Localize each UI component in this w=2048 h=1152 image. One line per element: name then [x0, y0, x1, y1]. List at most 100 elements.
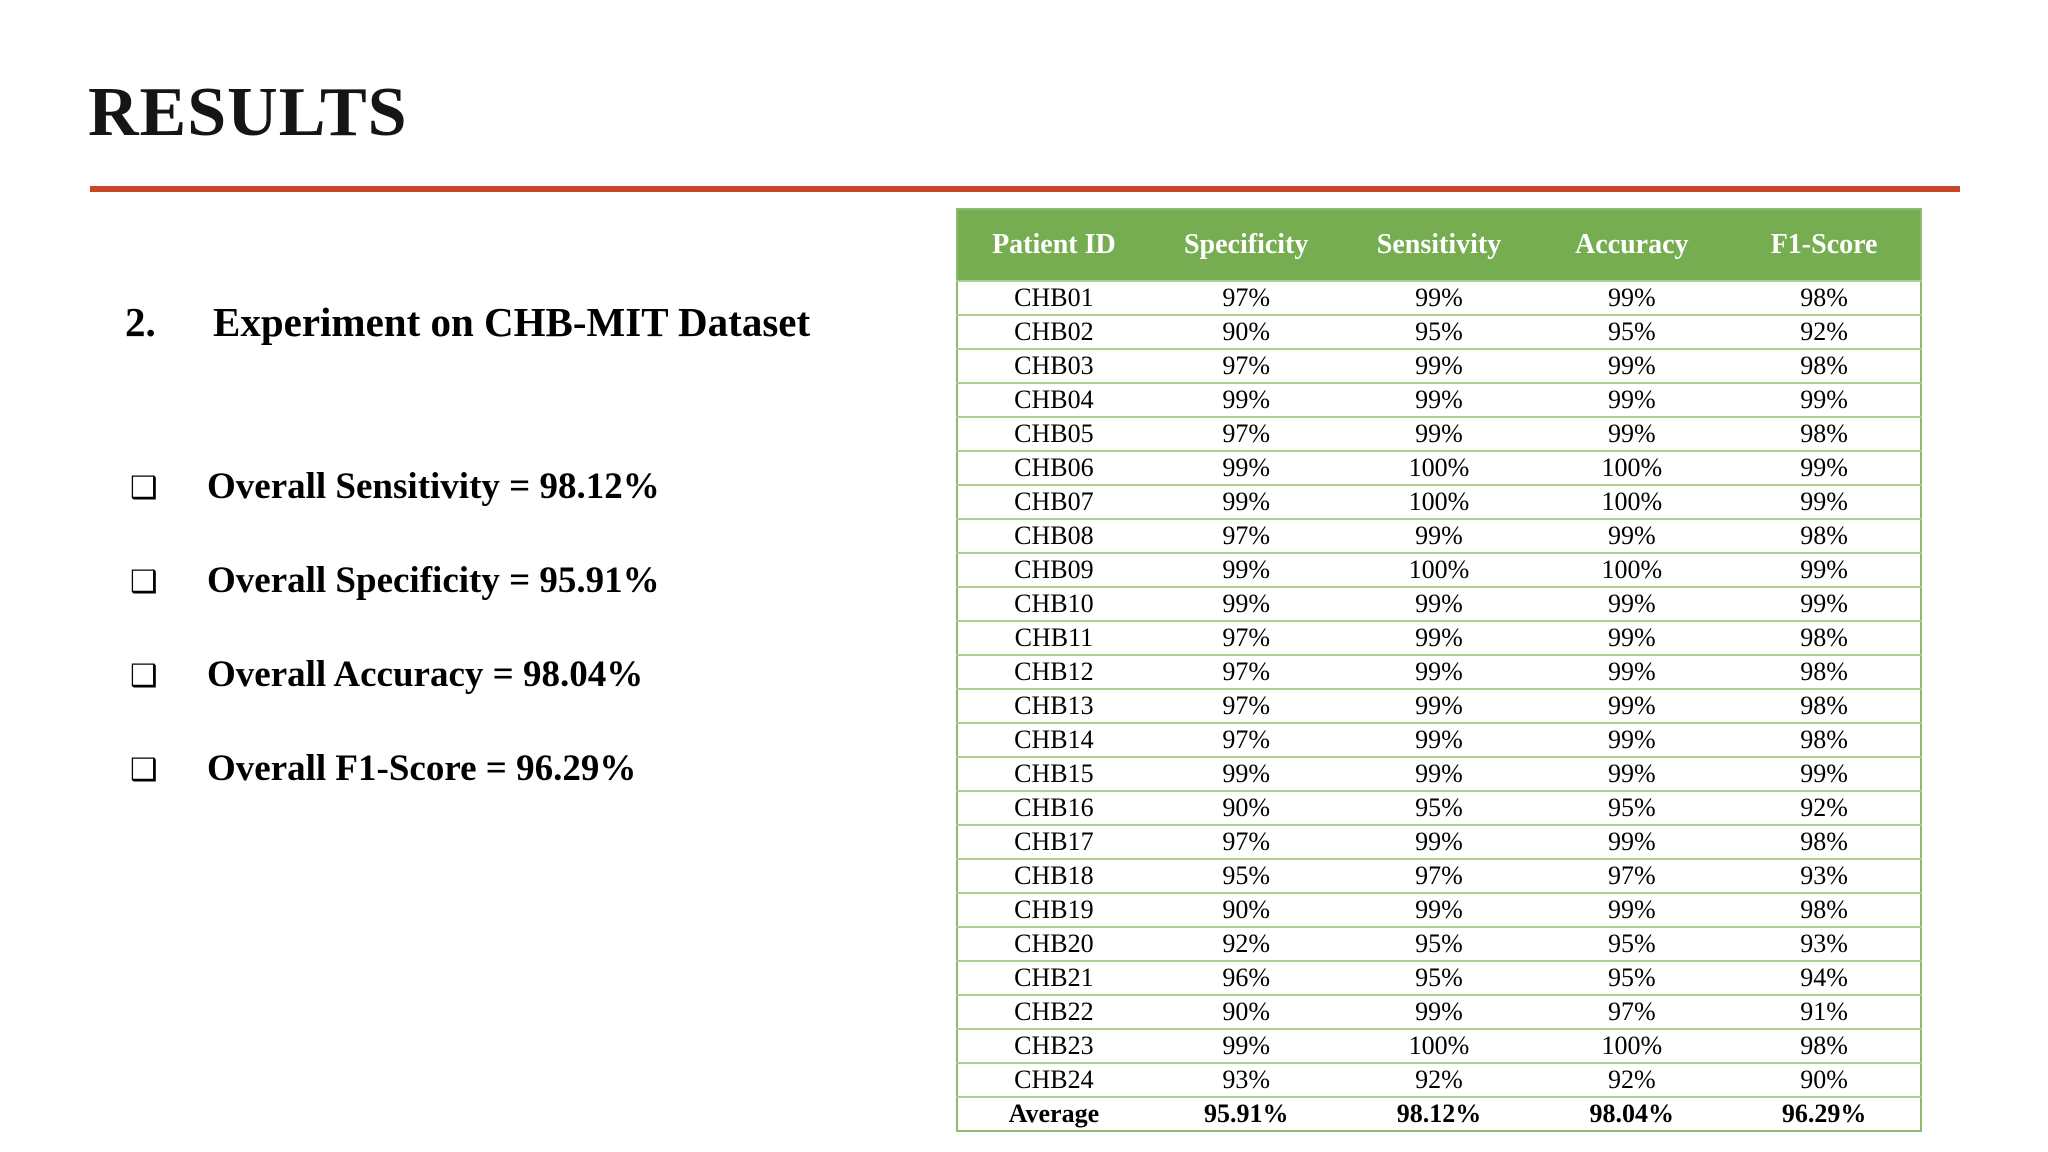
metric-value-cell: 99% — [1535, 824, 1729, 859]
metric-value-cell: 95% — [1149, 858, 1343, 893]
metric-value-cell: 100% — [1342, 484, 1536, 519]
metric-value-cell: 97% — [1149, 722, 1343, 757]
table-row: CHB03 97% 99% 99% 98% — [957, 348, 1921, 383]
metric-value-cell: 92% — [1342, 1062, 1536, 1097]
metric-value-cell: 95% — [1342, 314, 1536, 349]
metric-value-cell: 97% — [1149, 518, 1343, 553]
metric-value-cell: 98% — [1728, 722, 1921, 757]
metric-item: ❑ Overall F1-Score = 96.29% — [130, 744, 850, 795]
metric-value-cell: 100% — [1535, 450, 1729, 485]
patient-id-cell: Average — [957, 1096, 1150, 1131]
metric-value-cell: 99% — [1342, 994, 1536, 1029]
patient-id-cell: CHB13 — [957, 688, 1150, 723]
metric-value-cell: 100% — [1342, 552, 1536, 587]
metric-value-cell: 95% — [1535, 790, 1729, 825]
metric-value-cell: 99% — [1535, 722, 1729, 757]
table-row: CHB16 90% 95% 95% 92% — [957, 790, 1921, 825]
table-row: CHB23 99% 100% 100% 98% — [957, 1028, 1921, 1063]
table-row: CHB01 97% 99% 99% 98% — [957, 280, 1921, 315]
metric-value-cell: 98% — [1728, 688, 1921, 723]
metric-value-cell: 97% — [1535, 994, 1729, 1029]
column-header-specificity: Specificity — [1149, 209, 1343, 281]
square-bullet-icon: ❑ — [130, 470, 158, 506]
metric-value-cell: 98% — [1728, 280, 1921, 315]
square-bullet-icon: ❑ — [130, 564, 158, 600]
metric-value-cell: 99% — [1535, 586, 1729, 621]
metric-value-cell: 95% — [1342, 926, 1536, 961]
patient-id-cell: CHB06 — [957, 450, 1150, 485]
metric-value-cell: 97% — [1149, 280, 1343, 315]
patient-id-cell: CHB07 — [957, 484, 1150, 519]
metric-value-cell: 99% — [1149, 484, 1343, 519]
metric-value-cell: 92% — [1728, 314, 1921, 349]
table-row: CHB21 96% 95% 95% 94% — [957, 960, 1921, 995]
table-row: CHB15 99% 99% 99% 99% — [957, 756, 1921, 791]
metric-value-cell: 98% — [1728, 348, 1921, 383]
patient-id-cell: CHB14 — [957, 722, 1150, 757]
column-header-f1-score: F1-Score — [1728, 209, 1921, 281]
patient-id-cell: CHB17 — [957, 824, 1150, 859]
metric-value-cell: 92% — [1535, 1062, 1729, 1097]
metric-value-cell: 98% — [1728, 824, 1921, 859]
metric-value-cell: 99% — [1149, 382, 1343, 417]
patient-id-cell: CHB03 — [957, 348, 1150, 383]
patient-id-cell: CHB04 — [957, 382, 1150, 417]
metric-value-cell: 99% — [1728, 552, 1921, 587]
table-row: CHB14 97% 99% 99% 98% — [957, 722, 1921, 757]
patient-id-cell: CHB09 — [957, 552, 1150, 587]
patient-id-cell: CHB05 — [957, 416, 1150, 451]
metric-value-cell: 99% — [1342, 654, 1536, 689]
metric-value-cell: 100% — [1342, 1028, 1536, 1063]
table-row: CHB10 99% 99% 99% 99% — [957, 586, 1921, 621]
section-heading: 2. Experiment on CHB-MIT Dataset — [125, 299, 810, 345]
patient-id-cell: CHB11 — [957, 620, 1150, 655]
metric-value-cell: 98.12% — [1342, 1096, 1536, 1131]
table-row: CHB24 93% 92% 92% 90% — [957, 1062, 1921, 1097]
metric-value-cell: 99% — [1535, 688, 1729, 723]
metric-value-cell: 99% — [1342, 722, 1536, 757]
metric-value-cell: 95% — [1342, 790, 1536, 825]
metric-value-cell: 99% — [1535, 892, 1729, 927]
metric-value-cell: 99% — [1728, 450, 1921, 485]
metric-value-cell: 99% — [1535, 654, 1729, 689]
metric-value-cell: 99% — [1535, 280, 1729, 315]
metric-value-cell: 98% — [1728, 620, 1921, 655]
metric-value-cell: 96.29% — [1728, 1096, 1921, 1131]
table-row: CHB08 97% 99% 99% 98% — [957, 518, 1921, 553]
metric-value-cell: 100% — [1535, 552, 1729, 587]
column-header-sensitivity: Sensitivity — [1342, 209, 1536, 281]
table-row: CHB12 97% 99% 99% 98% — [957, 654, 1921, 689]
patient-id-cell: CHB12 — [957, 654, 1150, 689]
metric-value-cell: 98.04% — [1535, 1096, 1729, 1131]
metric-value-cell: 97% — [1342, 858, 1536, 893]
metric-value-cell: 99% — [1728, 382, 1921, 417]
table-row: CHB11 97% 99% 99% 98% — [957, 620, 1921, 655]
patient-id-cell: CHB08 — [957, 518, 1150, 553]
column-header-patient-id: Patient ID — [957, 209, 1150, 281]
metric-text: Overall Accuracy = 98.04% — [207, 654, 644, 695]
metric-value-cell: 90% — [1149, 314, 1343, 349]
metric-value-cell: 99% — [1342, 586, 1536, 621]
patient-id-cell: CHB22 — [957, 994, 1150, 1029]
table-row: CHB13 97% 99% 99% 98% — [957, 688, 1921, 723]
patient-id-cell: CHB16 — [957, 790, 1150, 825]
metric-value-cell: 99% — [1535, 518, 1729, 553]
metric-value-cell: 95% — [1535, 926, 1729, 961]
metric-value-cell: 99% — [1728, 586, 1921, 621]
table-row: CHB20 92% 95% 95% 93% — [957, 926, 1921, 961]
metric-value-cell: 99% — [1535, 620, 1729, 655]
metric-item: ❑ Overall Accuracy = 98.04% — [130, 650, 850, 701]
metric-value-cell: 97% — [1149, 688, 1343, 723]
results-table-body: CHB01 97% 99% 99% 98% CHB02 90% 95% 95% 92% CHB03 9… — [957, 280, 1921, 1131]
table-row: CHB02 90% 95% 95% 92% — [957, 314, 1921, 349]
patient-id-cell: CHB18 — [957, 858, 1150, 893]
metric-value-cell: 99% — [1149, 1028, 1343, 1063]
metric-value-cell: 99% — [1535, 348, 1729, 383]
metric-value-cell: 90% — [1149, 892, 1343, 927]
column-header-accuracy: Accuracy — [1535, 209, 1729, 281]
metric-text: Overall Sensitivity = 98.12% — [207, 466, 660, 507]
metric-value-cell: 93% — [1149, 1062, 1343, 1097]
table-row: CHB04 99% 99% 99% 99% — [957, 382, 1921, 417]
metric-value-cell: 93% — [1728, 926, 1921, 961]
metric-value-cell: 96% — [1149, 960, 1343, 995]
